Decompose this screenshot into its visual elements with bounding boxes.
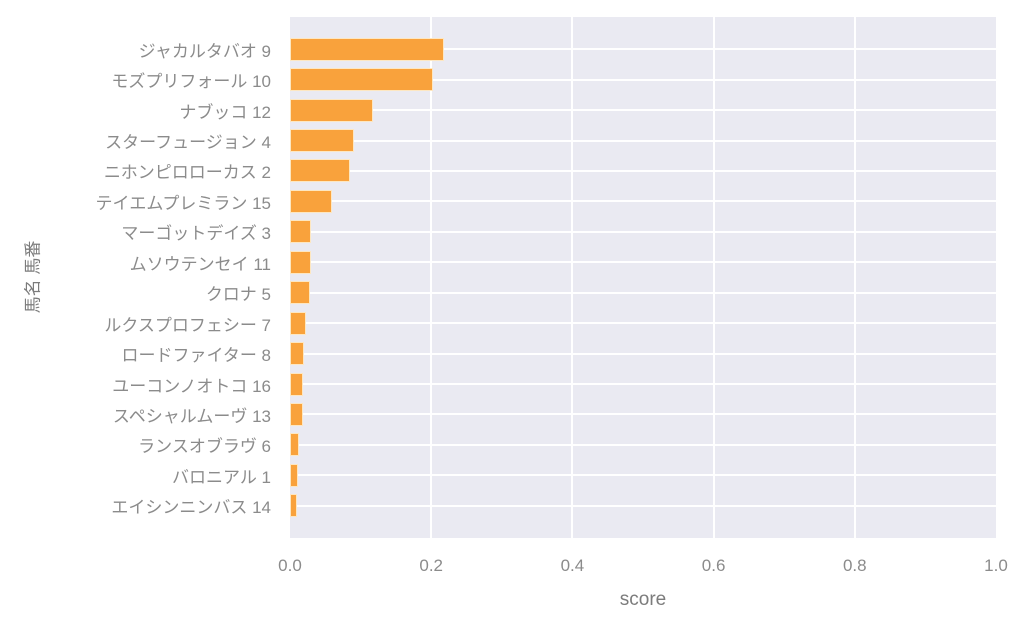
bar-row <box>290 247 996 277</box>
bar-row <box>290 186 996 216</box>
h-gridline <box>290 109 996 112</box>
plot-area <box>290 17 996 538</box>
x-tick-labels: 0.0 0.2 0.4 0.6 0.8 1.0 <box>278 556 1008 578</box>
bar <box>290 494 298 518</box>
h-gridline <box>290 169 996 172</box>
bar <box>290 68 433 92</box>
h-gridline <box>290 291 996 294</box>
bar <box>290 189 333 213</box>
bar <box>290 342 305 366</box>
bar <box>290 281 310 305</box>
bar <box>290 159 350 183</box>
bar <box>290 311 306 335</box>
v-gridline <box>853 17 856 538</box>
y-tick-label: スターフュージョン 4 <box>105 133 271 153</box>
x-tick-label: 1.0 <box>984 556 1008 575</box>
h-gridline <box>290 383 996 386</box>
bar <box>290 250 312 274</box>
h-gridline <box>290 443 996 446</box>
x-tick-label: 0.2 <box>419 556 444 575</box>
y-tick-label: ナブッコ 12 <box>179 102 271 122</box>
y-tick-label: エイシンニンバス 14 <box>111 498 271 518</box>
bar <box>290 372 304 396</box>
x-tick-label: 0.6 <box>701 556 726 575</box>
y-tick-label: ランスオブラヴ 6 <box>138 437 271 457</box>
h-gridline <box>290 48 996 51</box>
y-tick-label: ルクスプロフェシー 7 <box>104 315 271 335</box>
bar-row <box>290 308 996 338</box>
y-tick-label: ジャカルタバオ 9 <box>138 41 271 61</box>
y-tick-label: マーゴットデイズ 3 <box>121 224 271 244</box>
y-tick-label: モズプリフォール 10 <box>111 72 271 92</box>
h-gridline <box>290 78 996 81</box>
x-axis-title: score <box>619 589 667 610</box>
y-tick-label: クロナ 5 <box>205 285 271 305</box>
bar-row <box>290 278 996 308</box>
bar-row <box>290 64 996 94</box>
bar <box>290 463 299 487</box>
bar-row <box>290 369 996 399</box>
bar-row <box>290 399 996 429</box>
x-tick-label: 0.0 <box>278 556 302 575</box>
y-tick-label: ユーコンノオトコ 16 <box>112 376 271 396</box>
h-gridline <box>290 139 996 142</box>
bar <box>290 129 355 153</box>
bar-row <box>290 95 996 125</box>
y-tick-label: ムソウテンセイ 11 <box>129 254 271 274</box>
h-gridline <box>290 200 996 203</box>
y-tick-label: バロニアル 1 <box>171 467 271 487</box>
x-tick-label: 0.8 <box>842 556 867 575</box>
h-gridline <box>290 261 996 264</box>
vertical-gridlines <box>290 17 996 538</box>
v-gridline <box>712 17 715 538</box>
bar-row <box>290 430 996 460</box>
bar-row <box>290 156 996 186</box>
bar <box>290 98 373 122</box>
x-tick-label: 0.4 <box>560 556 585 575</box>
bar-row <box>290 338 996 368</box>
v-gridline <box>571 17 574 538</box>
bar-row <box>290 460 996 490</box>
y-tick-label: ロードファイター 8 <box>121 346 272 366</box>
y-tick-label: ニホンピロローカス 2 <box>103 163 271 183</box>
bar <box>290 433 300 457</box>
h-gridline <box>290 504 996 507</box>
bar <box>290 402 304 426</box>
h-gridline <box>290 322 996 325</box>
bar-rows <box>290 17 996 538</box>
bar-row <box>290 491 996 521</box>
h-gridline <box>290 413 996 416</box>
bar-row <box>290 217 996 247</box>
h-gridline <box>290 230 996 233</box>
y-tick-label: テイエムプレミラン 15 <box>95 193 271 213</box>
bar-row <box>290 34 996 64</box>
bar <box>290 37 444 61</box>
y-tick-labels: ジャカルタバオ 9 モズプリフォール 10 ナブッコ 12 スターフュージョン 4 ニホ… <box>0 17 282 538</box>
v-gridline <box>430 17 433 538</box>
y-tick-label: スペシャルムーヴ 13 <box>112 406 271 426</box>
bar <box>290 220 312 244</box>
h-gridline <box>290 474 996 477</box>
h-gridline <box>290 352 996 355</box>
bar-row <box>290 125 996 155</box>
